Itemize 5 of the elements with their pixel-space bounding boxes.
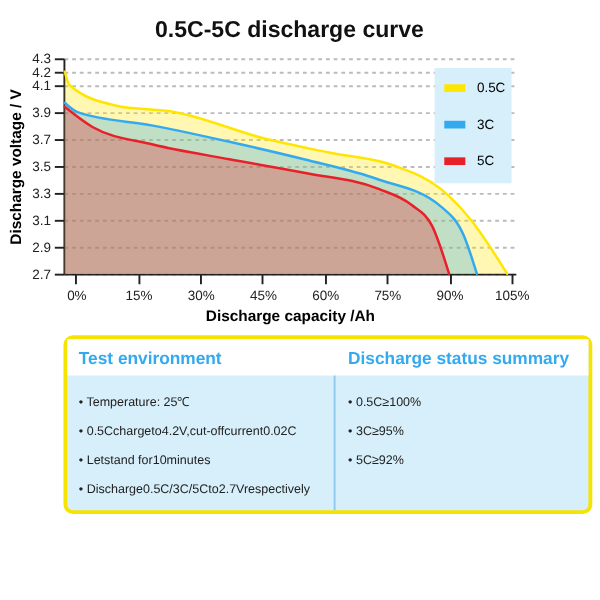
x-axis-title: Discharge capacity /Ah xyxy=(205,306,376,325)
y-axis-title: Discharge voltage / V xyxy=(6,87,25,245)
text: Discharge status summary xyxy=(348,348,570,369)
chart-title: 0.5C-5C discharge curve xyxy=(155,19,426,44)
text: Test environment xyxy=(78,348,222,369)
